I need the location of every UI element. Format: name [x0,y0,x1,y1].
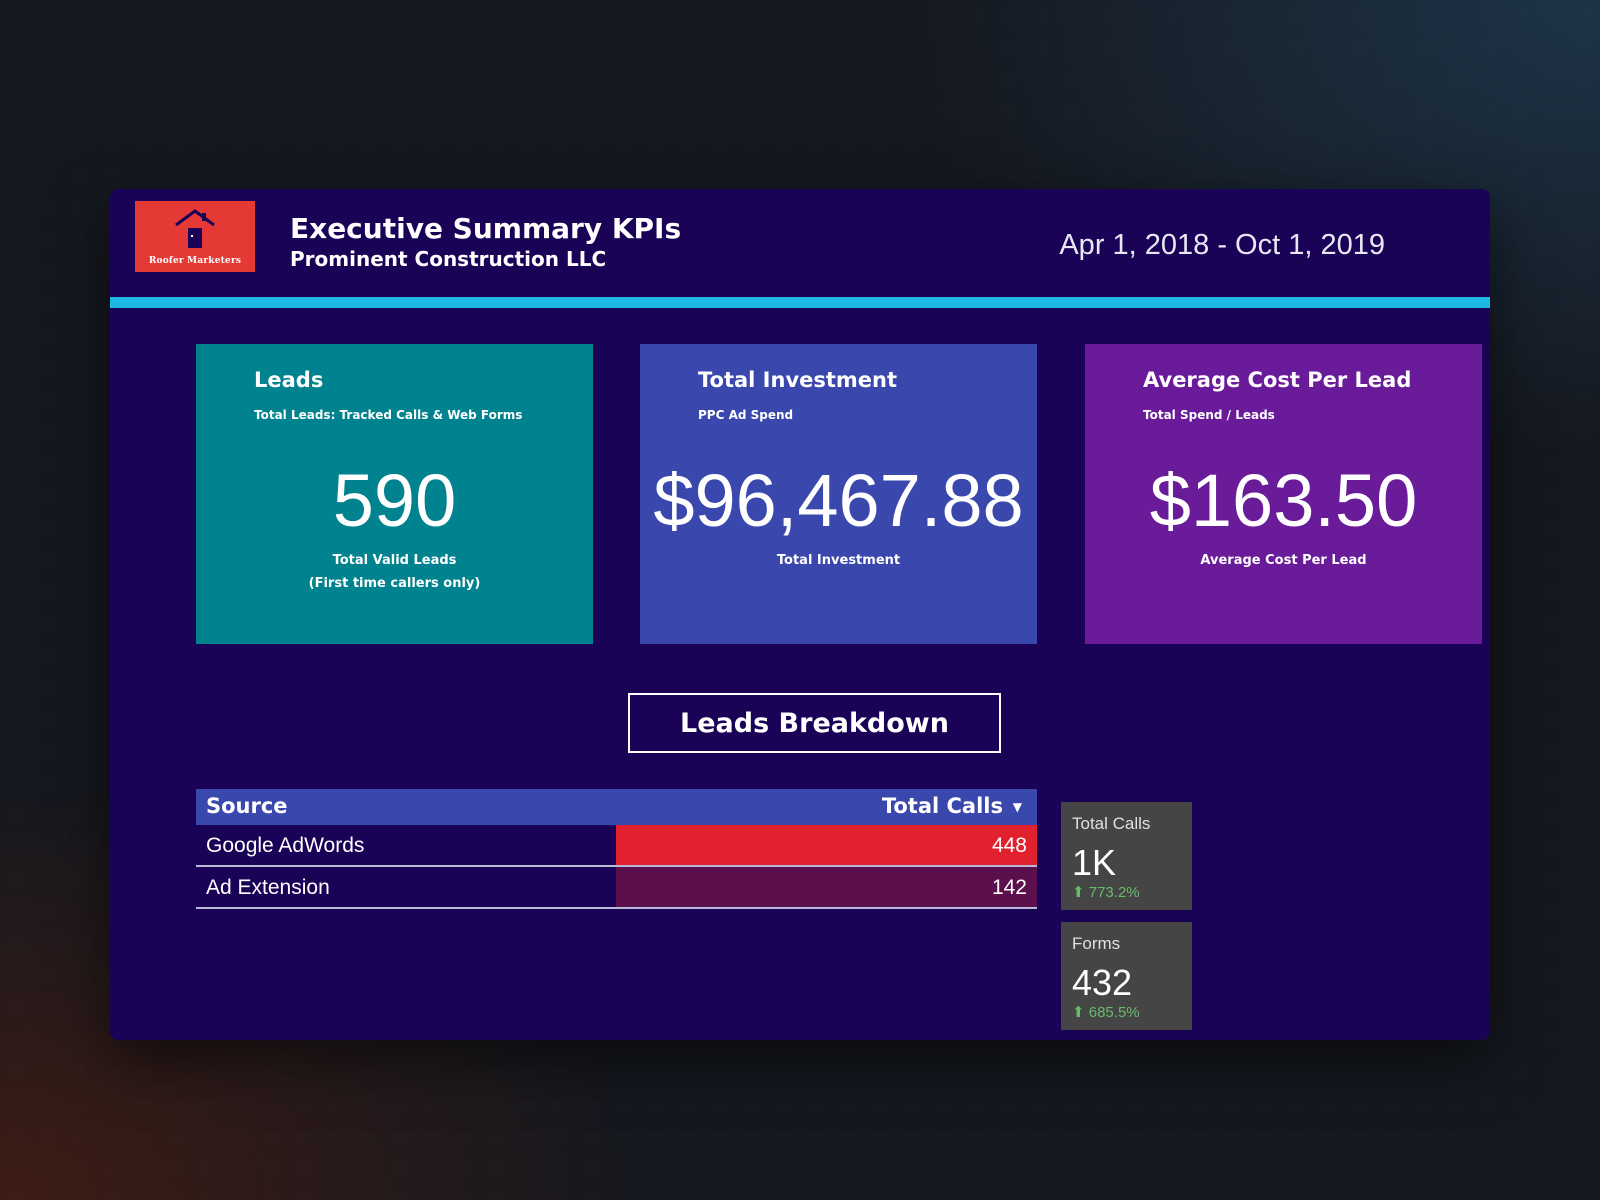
header-divider [110,297,1490,308]
sort-down-icon[interactable]: ▼ [1012,800,1022,814]
scorecard-delta: ⬆ 685.5% [1072,1003,1140,1021]
dashboard-card: Roofer Marketers Executive Summary KPIs … [110,189,1490,1040]
value-cell: 142 [991,876,1027,899]
kpi-value: 590 [332,459,457,542]
kpi-subtitle: Total Spend / Leads [1143,408,1275,422]
column-header-total-calls[interactable]: Total Calls [881,794,1003,818]
kpi-caption-line: (First time callers only) [308,576,481,591]
company-logo: Roofer Marketers [135,201,255,272]
page-title: Executive Summary KPIs [290,212,682,245]
date-range-picker[interactable]: Apr 1, 2018 - Oct 1, 2019 [1059,229,1385,261]
scorecard-total-calls: Total Calls 1K ⬆ 773.2% [1061,802,1192,910]
value-bar [616,867,1037,907]
kpi-caption: Total Valid Leads (First time callers on… [196,549,593,595]
house-icon [175,209,215,248]
logo-text: Roofer Marketers [148,256,242,266]
scorecard-label: Total Calls [1072,814,1151,833]
scorecard-value: 1K [1072,842,1117,883]
scorecard-delta: ⬆ 773.2% [1072,883,1140,901]
kpi-value: $96,467.88 [653,459,1024,542]
source-cell: Google AdWords [206,834,365,857]
kpi-title: Average Cost Per Lead [1143,368,1412,392]
table-row[interactable]: Ad Extension 142 [196,867,1037,909]
delta-value: 773.2% [1088,884,1140,901]
arrow-up-icon: ⬆ [1072,1004,1085,1021]
source-cell: Ad Extension [206,876,330,899]
value-cell: 448 [991,834,1027,857]
kpi-title: Total Investment [698,368,898,392]
kpi-caption: Average Cost Per Lead [1200,553,1367,568]
kpi-card-total-investment: Total Investment PPC Ad Spend $96,467.88… [640,344,1037,644]
kpi-caption-line: Total Valid Leads [332,553,457,568]
kpi-subtitle: PPC Ad Spend [698,408,794,422]
delta-value: 685.5% [1088,1004,1140,1021]
table-row[interactable]: Google AdWords 448 [196,825,1037,867]
arrow-up-icon: ⬆ [1072,884,1085,901]
kpi-card-leads: Leads Total Leads: Tracked Calls & Web F… [196,344,593,644]
kpi-value: $163.50 [1149,459,1418,542]
leads-source-table: Source Total Calls ▼ Google AdWords 448 … [196,789,1037,909]
scorecard-forms: Forms 432 ⬆ 685.5% [1061,922,1192,1030]
kpi-caption: Total Investment [776,553,901,568]
kpi-card-avg-cost-per-lead: Average Cost Per Lead Total Spend / Lead… [1085,344,1482,644]
company-name: Prominent Construction LLC [290,247,607,271]
dashboard-header: Roofer Marketers Executive Summary KPIs … [110,189,1490,297]
kpi-title: Leads [254,368,324,392]
scorecard-label: Forms [1072,934,1121,953]
column-header-source[interactable]: Source [206,794,288,818]
value-bar [616,825,1037,865]
leads-breakdown-heading: Leads Breakdown [628,693,1001,753]
table-header: Source Total Calls ▼ [196,789,1037,825]
kpi-subtitle: Total Leads: Tracked Calls & Web Forms [254,408,523,422]
scorecard-value: 432 [1072,962,1133,1003]
